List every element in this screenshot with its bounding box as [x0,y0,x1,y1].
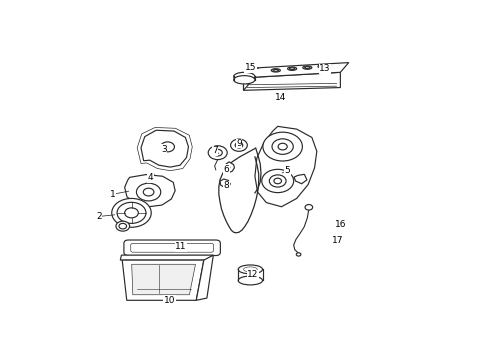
Text: 13: 13 [319,64,331,73]
Text: 11: 11 [175,242,187,251]
Text: 1: 1 [110,190,115,199]
Polygon shape [220,179,230,188]
Circle shape [136,183,161,201]
Text: 3: 3 [161,145,167,154]
Text: 6: 6 [223,165,229,174]
Polygon shape [122,260,204,300]
Ellipse shape [303,66,312,69]
Circle shape [116,221,129,231]
Circle shape [119,223,126,229]
Polygon shape [244,72,341,90]
Ellipse shape [234,72,255,81]
Text: 10: 10 [164,296,175,305]
Polygon shape [294,174,307,184]
Polygon shape [244,68,252,90]
Circle shape [263,132,302,161]
Circle shape [305,204,313,210]
Ellipse shape [320,66,325,67]
Text: 14: 14 [275,93,287,102]
Text: 9: 9 [236,139,242,148]
Ellipse shape [273,69,278,71]
Text: 12: 12 [247,270,259,279]
Text: 2: 2 [97,212,102,221]
Text: 7: 7 [212,146,218,155]
Circle shape [231,139,247,151]
Text: 4: 4 [147,173,153,182]
Polygon shape [141,130,189,167]
Circle shape [262,169,294,193]
FancyBboxPatch shape [124,240,220,256]
Circle shape [213,149,222,156]
Circle shape [235,143,243,148]
Polygon shape [196,255,213,300]
Circle shape [117,202,146,223]
Ellipse shape [234,76,255,84]
Text: 16: 16 [335,220,346,229]
Ellipse shape [290,68,295,70]
Polygon shape [124,175,175,207]
Circle shape [278,143,287,150]
Ellipse shape [288,67,297,70]
Circle shape [143,188,154,196]
Ellipse shape [238,276,263,285]
Ellipse shape [318,65,327,68]
Circle shape [124,208,138,218]
Circle shape [274,178,282,184]
Text: 8: 8 [223,181,229,190]
Circle shape [161,142,174,152]
Text: 15: 15 [245,63,256,72]
Circle shape [270,175,286,187]
Circle shape [112,198,151,227]
Polygon shape [224,162,234,172]
Text: 5: 5 [284,166,290,175]
Ellipse shape [244,267,257,272]
Ellipse shape [238,265,263,274]
Polygon shape [121,255,213,260]
Ellipse shape [271,69,280,72]
Polygon shape [132,264,196,295]
Ellipse shape [305,67,310,68]
Circle shape [296,253,301,256]
Circle shape [272,139,294,154]
Polygon shape [244,63,349,78]
Polygon shape [255,126,317,207]
Text: 17: 17 [332,237,343,246]
Circle shape [208,146,227,159]
